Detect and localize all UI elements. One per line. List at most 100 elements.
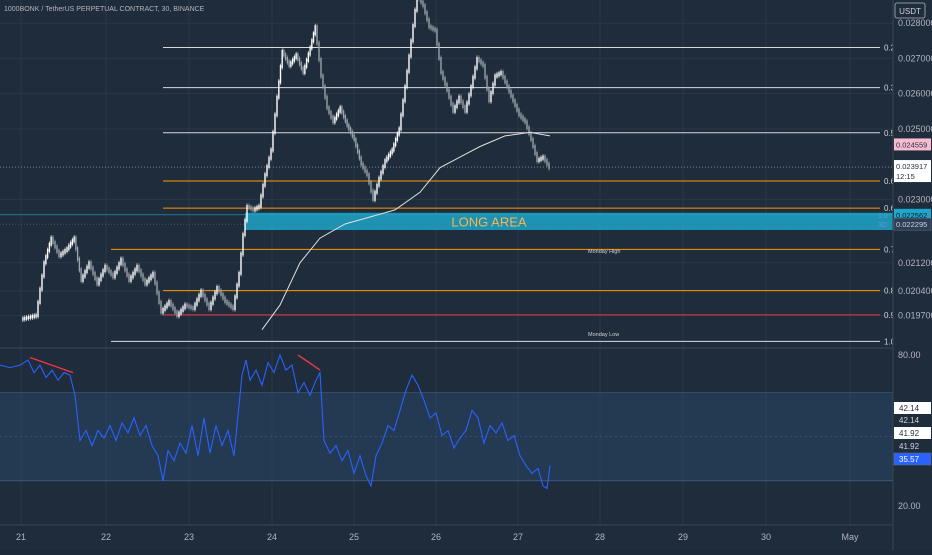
candle-body <box>430 25 431 29</box>
candle-body <box>345 115 346 122</box>
candle-body <box>328 106 329 114</box>
candle-body <box>408 55 409 73</box>
candle-body <box>270 149 271 160</box>
candle-body <box>104 265 105 272</box>
candle-body <box>482 62 483 67</box>
candle-body <box>134 268 135 275</box>
candle-body <box>442 71 443 80</box>
price-tick-label: 0.023000 <box>898 194 932 204</box>
candle-body <box>398 127 399 135</box>
price-axis-bg <box>893 0 932 550</box>
candle-body <box>456 100 457 108</box>
candle-body <box>274 113 275 134</box>
candle-body <box>28 316 29 319</box>
candle-body <box>166 303 167 309</box>
candle-body <box>60 252 61 257</box>
rsi-tick-label: 20.00 <box>898 501 921 511</box>
candle-body <box>436 29 437 46</box>
candle-body <box>454 105 455 113</box>
candle-body <box>518 109 519 117</box>
candle-body <box>281 50 282 68</box>
candle-body <box>86 266 87 273</box>
x-tick-label: 24 <box>267 532 277 542</box>
candle-body <box>486 76 487 91</box>
candle-body <box>128 274 129 282</box>
candle-body <box>64 249 65 254</box>
candle-body <box>334 117 335 124</box>
candle-body <box>188 304 189 308</box>
candle-body <box>256 206 257 210</box>
candle-body <box>35 314 36 317</box>
candle-body <box>216 286 217 294</box>
candle-body <box>254 207 255 211</box>
candle-body <box>218 286 219 293</box>
candle-body <box>222 293 223 300</box>
candle-body <box>190 305 191 309</box>
candle-body <box>376 184 377 194</box>
candle-body <box>26 316 27 319</box>
candle-body <box>224 297 225 304</box>
candle-body <box>174 307 175 314</box>
candle-body <box>341 106 342 113</box>
candle-body <box>366 170 367 177</box>
candle-body <box>258 205 259 209</box>
candle-body <box>75 237 76 251</box>
candle-body <box>350 127 351 134</box>
rsi-tag-value: 35.57 <box>899 455 920 464</box>
candle-body <box>33 315 34 318</box>
candle-body <box>116 267 117 274</box>
candle-body <box>208 303 209 310</box>
candle-body <box>68 245 69 251</box>
candle-body <box>90 261 91 269</box>
price-tick-label: 0.019700 <box>898 311 932 321</box>
candle-body <box>540 157 541 161</box>
price-tick-label: 0.027000 <box>898 53 932 63</box>
candle-body <box>45 255 46 264</box>
candle-body <box>422 1 423 8</box>
candle-body <box>494 75 495 86</box>
candle-body <box>388 154 389 160</box>
candle-body <box>180 309 181 315</box>
candle-body <box>52 237 53 244</box>
candle-body <box>393 143 394 151</box>
candle-body <box>24 317 25 320</box>
candle-body <box>154 272 155 285</box>
candle-body <box>168 300 169 306</box>
candle-body <box>58 250 59 257</box>
candle-body <box>158 291 159 304</box>
candle-body <box>546 159 547 166</box>
candle-body <box>156 282 157 295</box>
candle-body <box>226 300 227 305</box>
candle-body <box>299 58 300 65</box>
candle-body <box>84 270 85 277</box>
candle-body <box>170 300 171 307</box>
candle-body <box>290 61 291 67</box>
candle-body <box>404 85 405 102</box>
candle-body <box>262 184 263 198</box>
candle-body <box>162 308 163 314</box>
candle-body <box>122 258 123 266</box>
candle-body <box>512 95 513 103</box>
candle-body <box>176 311 177 318</box>
candle-body <box>324 85 325 99</box>
annotation-label: Monday High <box>588 249 620 255</box>
candle-body <box>200 289 201 296</box>
candle-body <box>194 303 195 310</box>
candle-body <box>110 270 111 276</box>
candle-body <box>322 75 323 89</box>
candle-body <box>460 96 461 104</box>
candle-body <box>178 311 179 317</box>
candle-body <box>102 269 103 276</box>
candle-body <box>316 25 317 44</box>
price-tick-label: 0.028000 <box>898 18 932 28</box>
candle-body <box>118 262 119 269</box>
candle-body <box>72 239 73 245</box>
candle-body <box>412 24 413 42</box>
candle-body <box>508 85 509 93</box>
x-tick-label: 29 <box>678 532 688 542</box>
candle-body <box>339 106 340 113</box>
candle-body <box>524 118 525 123</box>
candle-body <box>458 96 459 104</box>
